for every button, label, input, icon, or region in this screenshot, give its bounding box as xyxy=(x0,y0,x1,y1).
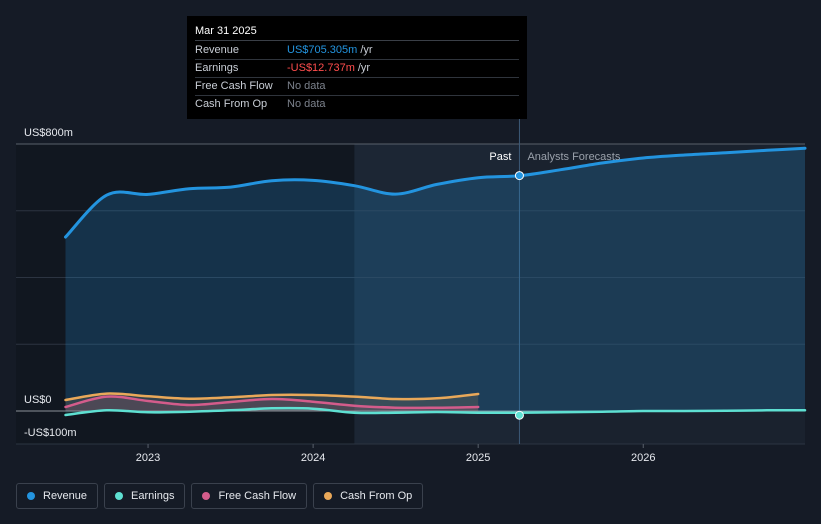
x-tick-label: 2023 xyxy=(136,452,160,464)
y-tick-label: US$800m xyxy=(24,127,73,139)
tooltip-label: Free Cash Flow xyxy=(195,80,273,92)
x-tick-label: 2024 xyxy=(301,452,325,464)
tooltip-unit: /yr xyxy=(360,44,373,56)
past-highlight-band xyxy=(354,144,520,444)
legend-item-cash-from-op[interactable]: Cash From Op xyxy=(313,483,424,509)
legend-dot-icon xyxy=(27,492,35,500)
legend-item-revenue[interactable]: Revenue xyxy=(16,483,99,509)
cash-from-op-line xyxy=(64,392,480,402)
forecast-label: Analysts Forecasts xyxy=(527,151,620,163)
tooltip-row-cash-from-op: Cash From Op No data xyxy=(195,97,519,113)
revenue-marker xyxy=(514,171,524,181)
x-tick-label: 2025 xyxy=(466,452,490,464)
legend-label: Revenue xyxy=(43,490,88,502)
tooltip-value: US$705.305m xyxy=(287,44,358,56)
tooltip-row-free-cash-flow: Free Cash Flow No data xyxy=(195,79,519,96)
data-tooltip: Mar 31 2025 Revenue US$705.305m /yr Earn… xyxy=(187,16,527,119)
tooltip-label: Cash From Op xyxy=(195,98,268,110)
chart-legend: Revenue Earnings Free Cash Flow Cash Fro… xyxy=(16,483,424,509)
tooltip-label: Revenue xyxy=(195,44,240,56)
revenue-area xyxy=(65,148,805,412)
tooltip-value: No data xyxy=(287,98,326,110)
x-tick-label: 2026 xyxy=(631,452,655,464)
tooltip-date: Mar 31 2025 xyxy=(195,24,519,41)
legend-dot-icon xyxy=(115,492,124,500)
earnings-marker xyxy=(514,410,524,420)
legend-label: Free Cash Flow xyxy=(218,490,297,502)
legend-item-free-cash-flow[interactable]: Free Cash Flow xyxy=(191,483,308,509)
plot-background-forecast xyxy=(519,144,805,444)
legend-dot-icon xyxy=(324,492,333,500)
legend-item-earnings[interactable]: Earnings xyxy=(104,483,186,509)
tooltip-value: -US$12.737m xyxy=(287,62,355,74)
y-tick-label: US$0 xyxy=(24,394,52,406)
y-tick-label: -US$100m xyxy=(24,427,77,439)
legend-label: Earnings xyxy=(131,490,175,502)
tooltip-unit: /yr xyxy=(357,62,371,74)
tooltip-label: Earnings xyxy=(195,62,239,74)
free-cash-flow-line xyxy=(64,395,480,410)
tooltip-value: No data xyxy=(287,80,326,92)
legend-label: Cash From Op xyxy=(340,490,413,502)
tooltip-row-earnings: Earnings -US$12.737m /yr xyxy=(195,61,519,78)
tooltip-row-revenue: Revenue US$705.305m /yr xyxy=(195,43,519,60)
past-label: Past xyxy=(489,151,511,163)
legend-dot-icon xyxy=(202,492,211,500)
revenue-line xyxy=(64,146,807,239)
earnings-line xyxy=(64,406,807,417)
